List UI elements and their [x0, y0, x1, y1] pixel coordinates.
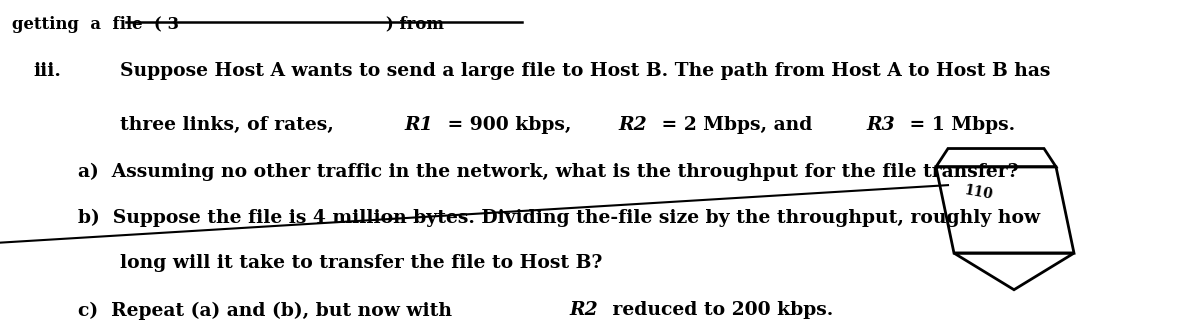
Text: R3: R3	[866, 116, 895, 134]
Text: R1: R1	[404, 116, 433, 134]
Text: 110: 110	[962, 184, 994, 202]
Text: = 1 Mbps.: = 1 Mbps.	[904, 116, 1015, 134]
Text: a)  Assuming no other traffic in the network, what is the throughput for the fil: a) Assuming no other traffic in the netw…	[78, 163, 1019, 181]
Text: = 900 kbps,: = 900 kbps,	[442, 116, 578, 134]
Text: reduced to 200 kbps.: reduced to 200 kbps.	[606, 302, 833, 319]
Text: iii.: iii.	[34, 62, 61, 80]
Text: Suppose Host A wants to send a large file to Host B. The path from Host A to Hos: Suppose Host A wants to send a large fil…	[120, 62, 1050, 80]
Text: = 2 Mbps, and: = 2 Mbps, and	[655, 116, 818, 134]
Text: R2: R2	[569, 302, 598, 319]
Text: getting  a  file  ( 3                                    ) from: getting a file ( 3 ) from	[12, 17, 444, 33]
Text: R2: R2	[618, 116, 647, 134]
Text: c)  Repeat (a) and (b), but now with: c) Repeat (a) and (b), but now with	[78, 302, 458, 320]
Text: three links, of rates,: three links, of rates,	[120, 116, 341, 134]
Text: b)  Suppose the file is 4 million bytes. Dividing the‑file size by the throughpu: b) Suppose the file is 4 million bytes. …	[78, 209, 1040, 227]
Text: long will it take to transfer the file to Host B?: long will it take to transfer the file t…	[120, 255, 602, 272]
